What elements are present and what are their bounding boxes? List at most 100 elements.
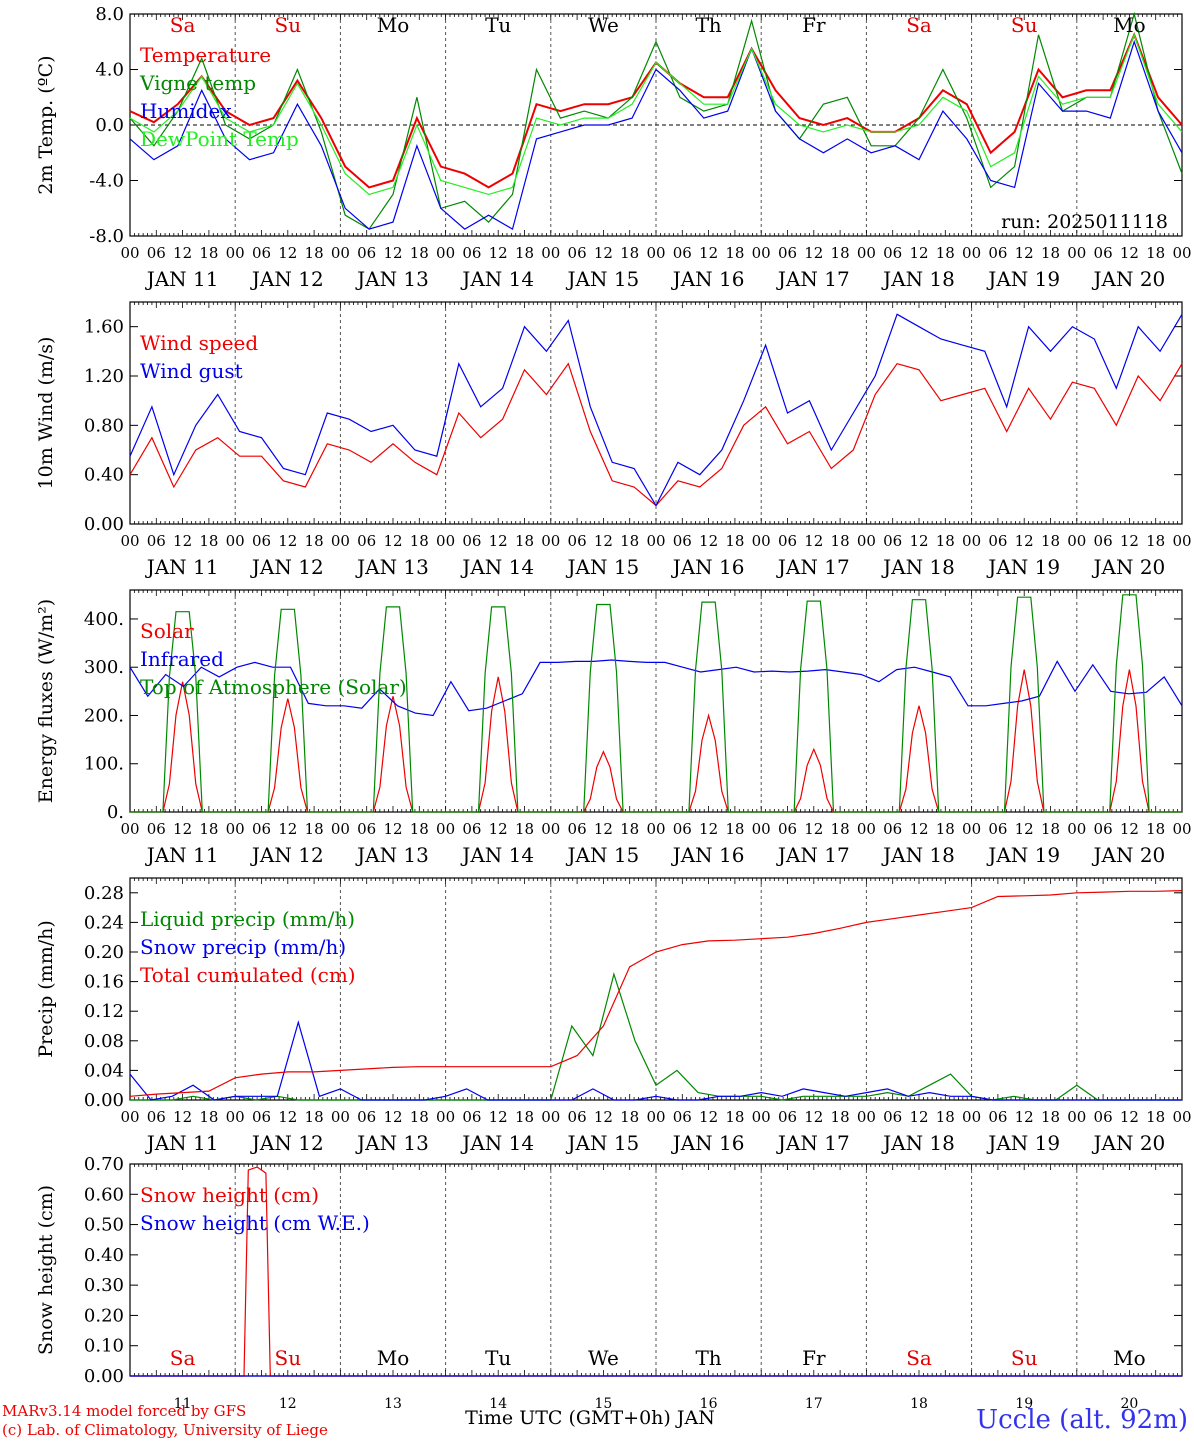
hour-tick-label: 18 [620, 820, 639, 838]
hour-tick-label: 06 [1094, 820, 1113, 838]
hour-tick-label: 00 [226, 1108, 245, 1126]
hour-tick-label: 12 [909, 1108, 928, 1126]
credit-line-2: (c) Lab. of Climatology, University of L… [2, 1421, 328, 1439]
hour-tick-label: 18 [1041, 1108, 1060, 1126]
hour-tick-label: 06 [988, 820, 1007, 838]
hour-tick-label: 00 [1172, 820, 1191, 838]
weekday-label-bottom: Th [695, 1346, 721, 1370]
hour-tick-label: 06 [568, 532, 587, 550]
hour-tick-label: 06 [568, 820, 587, 838]
date-label: JAN 15 [566, 267, 640, 291]
y-tick-label: 0.04 [84, 1060, 124, 1081]
panel-temperature [129, 11, 1183, 237]
series-line-infrared [129, 659, 1183, 717]
date-label: JAN 12 [250, 1131, 324, 1155]
legend-entry: Humidex [140, 99, 232, 123]
y-tick-label: 0.40 [84, 465, 124, 486]
date-label: JAN 17 [776, 1131, 850, 1155]
hour-tick-label: 12 [699, 532, 718, 550]
date-label: JAN 11 [145, 555, 219, 579]
hour-tick-label: 00 [120, 532, 139, 550]
hour-tick-label: 18 [199, 532, 218, 550]
hour-tick-label: 06 [252, 532, 271, 550]
hour-tick-label: 00 [1067, 532, 1086, 550]
y-tick-label: 0.10 [84, 1336, 124, 1357]
hour-tick-label: 00 [1172, 1108, 1191, 1126]
y-tick-label: 0.60 [84, 1184, 124, 1205]
weekday-label-bottom: Mo [1113, 1346, 1146, 1370]
hour-tick-label: 12 [1015, 820, 1034, 838]
hour-tick-label: 18 [620, 1108, 639, 1126]
series-line-vigne-temp [129, 11, 1183, 230]
y-tick-label: 0.50 [84, 1215, 124, 1236]
hour-tick-label: 12 [594, 532, 613, 550]
date-label: JAN 20 [1092, 1131, 1166, 1155]
date-label: JAN 14 [460, 267, 534, 291]
hour-tick-label: 06 [568, 1108, 587, 1126]
hour-tick-label: 06 [462, 1108, 481, 1126]
y-tick-label: 0.00 [84, 1090, 124, 1111]
hour-tick-label: 18 [410, 820, 429, 838]
y-tick-label: 0.70 [84, 1154, 124, 1175]
legend-entry: Wind speed [140, 331, 258, 355]
hour-tick-label: 06 [357, 532, 376, 550]
hour-tick-label: 00 [646, 532, 665, 550]
hour-tick-label: 18 [305, 820, 324, 838]
y-axis-label: 2m Temp. (ºC) [35, 55, 57, 194]
hour-tick-label: 12 [1120, 1108, 1139, 1126]
hour-tick-label: 00 [331, 244, 350, 262]
hour-tick-label: 00 [857, 244, 876, 262]
y-axis-label: Energy fluxes (W/m²) [35, 599, 57, 803]
hour-tick-label: 12 [173, 820, 192, 838]
day-number-label: 11 [174, 1396, 192, 1412]
hour-tick-label: 06 [357, 244, 376, 262]
hour-tick-label: 12 [804, 532, 823, 550]
hour-tick-label: 00 [752, 1108, 771, 1126]
hour-tick-label: 12 [699, 1108, 718, 1126]
hour-tick-label: 18 [515, 532, 534, 550]
credit-line-1: MARv3.14 model forced by GFS [2, 1402, 246, 1420]
hour-tick-label: 00 [541, 820, 560, 838]
hour-tick-label: 00 [962, 820, 981, 838]
hour-tick-label: 18 [305, 1108, 324, 1126]
hour-tick-label: 12 [278, 820, 297, 838]
hour-tick-label: 00 [436, 532, 455, 550]
date-label: JAN 12 [250, 843, 324, 867]
y-tick-label: 0.40 [84, 1245, 124, 1266]
hour-tick-label: 18 [936, 532, 955, 550]
date-label: JAN 18 [881, 555, 955, 579]
hour-tick-label: 12 [383, 244, 402, 262]
weekday-label-top: Mo [377, 13, 410, 37]
hour-tick-label: 12 [489, 532, 508, 550]
hour-tick-label: 00 [1172, 244, 1191, 262]
date-label: JAN 17 [776, 555, 850, 579]
hour-tick-label: 12 [909, 244, 928, 262]
hour-tick-label: 00 [857, 1108, 876, 1126]
date-label: JAN 16 [671, 1131, 745, 1155]
hour-tick-label: 06 [673, 820, 692, 838]
date-label: JAN 12 [250, 267, 324, 291]
date-label: JAN 19 [986, 1131, 1060, 1155]
hour-tick-label: 00 [331, 820, 350, 838]
y-tick-label: 0.08 [84, 1031, 124, 1052]
hour-tick-label: 00 [331, 532, 350, 550]
hour-tick-label: 06 [147, 244, 166, 262]
hour-tick-label: 00 [752, 532, 771, 550]
hour-tick-label: 12 [699, 820, 718, 838]
series-line-top-of-atmosphere-solar- [130, 594, 1182, 813]
hour-tick-label: 06 [883, 820, 902, 838]
legend-entry: Liquid precip (mm/h) [140, 907, 355, 931]
date-label: JAN 14 [460, 555, 534, 579]
hour-tick-label: 18 [725, 1108, 744, 1126]
y-tick-label: -8.0 [89, 226, 124, 247]
hour-tick-label: 18 [515, 244, 534, 262]
hour-tick-label: 18 [725, 820, 744, 838]
day-number-label: 20 [1120, 1396, 1138, 1412]
hour-tick-label: 18 [936, 1108, 955, 1126]
hour-tick-label: 06 [778, 532, 797, 550]
hour-tick-label: 00 [646, 820, 665, 838]
hour-tick-label: 12 [1015, 532, 1034, 550]
day-number-label: 14 [489, 1396, 507, 1412]
hour-tick-label: 00 [436, 1108, 455, 1126]
